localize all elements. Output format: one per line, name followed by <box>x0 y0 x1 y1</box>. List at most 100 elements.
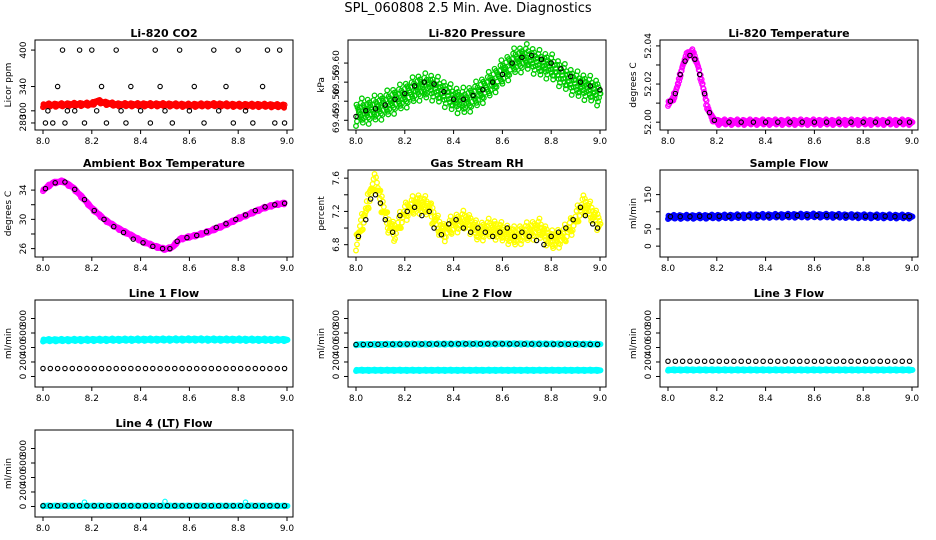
data-point <box>135 365 141 372</box>
data-point <box>804 212 810 219</box>
y-tick-label: 30 <box>19 213 29 225</box>
x-axis: 8.0 8.2 8.4 8.6 8.8 9.0 <box>36 130 295 147</box>
data-point <box>526 233 532 240</box>
data-point <box>548 233 554 240</box>
x-tick-label: 9.0 <box>905 264 920 274</box>
data-point <box>201 120 207 126</box>
data-point <box>215 365 222 372</box>
data-point <box>174 238 180 245</box>
data-point <box>716 213 722 219</box>
data-point <box>558 341 564 347</box>
data-point <box>118 108 124 114</box>
data-point <box>480 233 487 240</box>
data-point <box>152 47 158 53</box>
data-point <box>906 213 913 220</box>
data-point <box>203 229 210 235</box>
data-point <box>485 68 492 75</box>
data-point <box>52 180 58 186</box>
x-tick-label: 8.8 <box>856 264 871 274</box>
x-tick-label: 8.8 <box>544 264 559 274</box>
y-tick-label: 150 <box>644 186 654 203</box>
data-point <box>823 212 830 219</box>
data-point <box>460 225 467 231</box>
data-point <box>538 56 545 63</box>
data-point <box>454 229 461 236</box>
data-point <box>373 174 379 181</box>
data-point <box>380 203 387 210</box>
data-point <box>411 341 418 347</box>
data-point <box>467 215 474 222</box>
panel-title: Li-820 CO2 <box>130 27 197 40</box>
y-tick-label: 800 <box>19 310 29 327</box>
data-point <box>536 215 543 222</box>
y-axis-label: ml/min <box>4 328 14 359</box>
x-tick-label: 8.4 <box>133 264 148 274</box>
data-point <box>784 212 791 219</box>
x-tick-label: 8.0 <box>36 137 51 147</box>
data-point <box>71 186 78 193</box>
data-point <box>482 229 489 235</box>
data-point <box>237 365 244 372</box>
data-point <box>276 47 283 53</box>
data-point <box>377 187 384 194</box>
x-tick-label: 8.2 <box>398 394 412 404</box>
series <box>40 365 288 372</box>
data-point <box>164 365 171 372</box>
data-point <box>441 341 447 347</box>
data-point <box>567 73 574 80</box>
data-point <box>54 365 61 372</box>
data-point <box>695 63 702 70</box>
data-point <box>245 365 251 372</box>
data-point <box>453 100 459 107</box>
panel-title: Li-820 Pressure <box>429 27 526 40</box>
data-point <box>42 185 49 192</box>
data-point <box>431 81 437 87</box>
panel-title: Sample Flow <box>750 157 829 170</box>
data-point <box>489 79 496 85</box>
data-point <box>487 87 494 94</box>
data-point <box>384 87 391 94</box>
data-point <box>371 92 378 99</box>
x-tick-label: 9.0 <box>280 394 295 404</box>
data-point <box>572 341 579 348</box>
data-point <box>274 365 280 372</box>
data-point <box>726 213 732 219</box>
data-point <box>677 213 683 220</box>
data-point <box>353 123 359 129</box>
data-point <box>787 119 793 125</box>
data-point <box>378 116 385 123</box>
y-tick-label: 52.02 <box>644 71 654 97</box>
data-point <box>359 226 366 233</box>
data-point <box>706 109 713 116</box>
data-point <box>411 83 418 89</box>
x-tick-label: 8.6 <box>807 137 822 147</box>
x-tick-label: 9.0 <box>280 137 295 147</box>
data-point <box>353 247 359 254</box>
data-point <box>799 119 805 125</box>
series <box>40 177 288 253</box>
data-point <box>211 47 217 53</box>
data-point <box>422 70 429 77</box>
data-point <box>123 120 129 126</box>
data-point <box>42 120 49 126</box>
data-point <box>473 217 479 224</box>
x-tick-label: 8.0 <box>349 394 364 404</box>
data-point <box>76 47 83 53</box>
data-point <box>509 60 515 66</box>
y-tick-label: 340 <box>19 78 29 95</box>
y-tick-label: 600 <box>332 324 342 341</box>
x-tick-label: 8.0 <box>36 264 51 274</box>
data-point <box>475 225 481 231</box>
data-point <box>499 80 506 87</box>
series <box>353 366 604 374</box>
plot-frame <box>347 299 607 388</box>
data-point <box>550 76 557 83</box>
data-point <box>884 119 891 125</box>
data-point <box>242 212 249 218</box>
